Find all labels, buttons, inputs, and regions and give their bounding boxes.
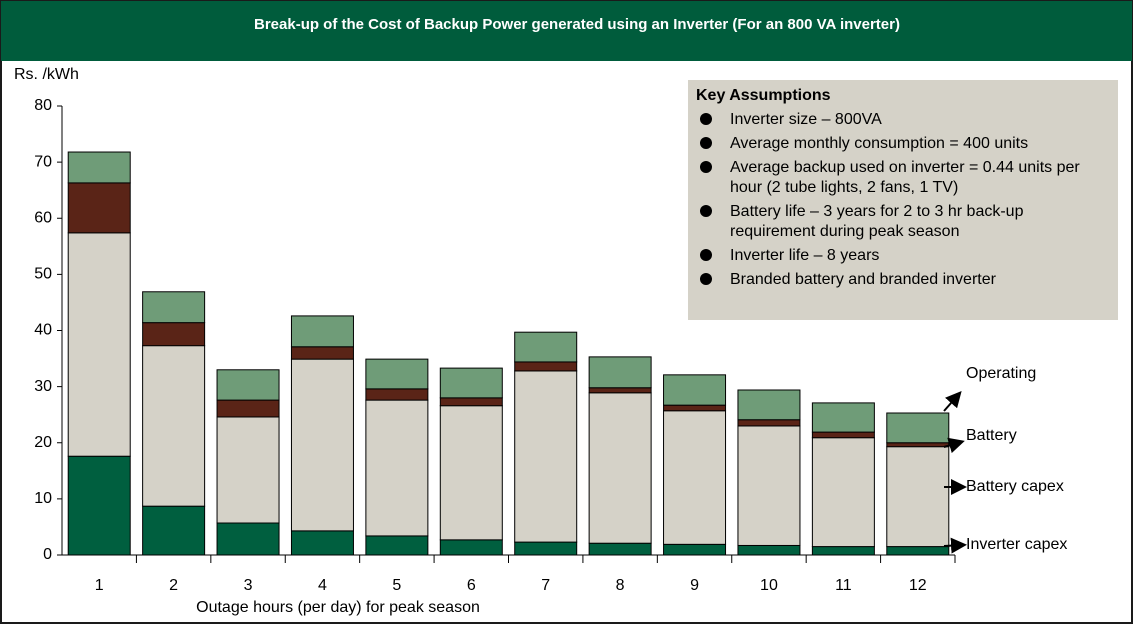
bar-segment [67,232,131,457]
x-tick-label: 8 [616,577,625,594]
y-tick-label: 40 [34,322,52,339]
bar-segment [514,370,578,543]
y-axis-label: Rs. /kWh [14,66,79,83]
legend-label: Battery [966,427,1017,444]
bar-segment [439,367,503,399]
x-tick-label: 2 [169,577,178,594]
y-tick-label: 0 [43,546,52,563]
bar-segment [216,399,280,418]
bar-segment [290,530,354,556]
bar-segment [67,455,131,556]
bar-segment [588,392,652,544]
assumptions-list: Inverter size – 800VA Average monthly con… [696,110,1110,290]
bar-segment [365,399,429,537]
assumptions-box: Key Assumptions Inverter size – 800VA Ave… [688,80,1118,320]
bar-segment [811,546,875,556]
x-tick-label: 7 [541,577,550,594]
bar-segment [216,416,280,524]
legend-arrow [943,437,965,454]
bar-segment [439,539,503,556]
header [1,1,1132,61]
bar-segment [737,389,801,421]
bar-segment [886,546,950,556]
legend-arrow [943,391,962,412]
bar-segment [811,437,875,548]
bar-segment [886,442,950,448]
y-tick-label: 10 [34,490,52,507]
x-tick-label: 10 [760,577,778,594]
bar-segment [216,369,280,401]
y-tick-label: 30 [34,378,52,395]
legend-label: Inverter capex [966,536,1067,553]
x-tick-label: 1 [95,577,104,594]
assumptions-title: Key Assumptions [696,87,831,104]
bar-segment [737,544,801,556]
x-tick-label: 5 [392,577,401,594]
bar-segment [67,151,131,184]
bar-segment [663,543,727,556]
bar-segment [365,388,429,401]
legend-arrow [943,537,967,554]
x-axis-label: Outage hours (per day) for peak season [196,599,480,616]
bar-segment [439,405,503,541]
y-tick-label: 80 [34,97,52,114]
bar-segment [811,431,875,439]
x-tick-label: 4 [318,577,327,594]
x-tick-label: 6 [467,577,476,594]
bar-segment [588,387,652,394]
bar-segment [439,397,503,407]
bar-segment [663,374,727,406]
bar-segment [588,356,652,389]
bar-segment [142,322,206,347]
x-tick-label: 12 [909,577,927,594]
bar-segment [290,346,354,360]
bar-segment [886,446,950,548]
bar-segment [886,412,950,444]
y-tick-label: 20 [34,434,52,451]
bar-segment [737,419,801,427]
assumption: Branded battery and branded inverter [696,270,1110,290]
bar-segment [514,361,578,372]
assumption: Inverter life – 8 years [696,246,1110,266]
bar-segment [663,410,727,545]
assumption: Average backup used on inverter = 0.44 u… [696,158,1110,198]
bar-segment [514,541,578,556]
bar-segment [588,542,652,556]
bar-segment [216,522,280,556]
bar-segment [365,535,429,556]
y-tick-label: 70 [34,153,52,170]
bar-segment [365,358,429,390]
x-tick-label: 11 [835,577,852,594]
bar-segment [290,315,354,348]
y-tick-label: 50 [34,266,52,283]
assumption: Inverter size – 800VA [696,110,1110,130]
y-tick-label: 60 [34,209,52,226]
x-tick-label: 9 [690,577,699,594]
bar-segment [737,425,801,546]
legend-label: Operating [966,365,1036,382]
bar-segment [290,358,354,532]
bar-segment [142,345,206,507]
x-tick-label: 3 [244,577,253,594]
assumption: Average monthly consumption = 400 units [696,134,1110,154]
chart-title: Break-up of the Cost of Backup Power gen… [254,16,900,33]
bar-segment [811,402,875,433]
assumption: Battery life – 3 years for 2 to 3 hr bac… [696,202,1110,242]
bar-segment [514,331,578,363]
bar-segment [142,505,206,556]
bar-segment [142,291,206,324]
bar-segment [663,404,727,412]
legend-label: Battery capex [966,478,1064,495]
bar-segment [67,182,131,234]
